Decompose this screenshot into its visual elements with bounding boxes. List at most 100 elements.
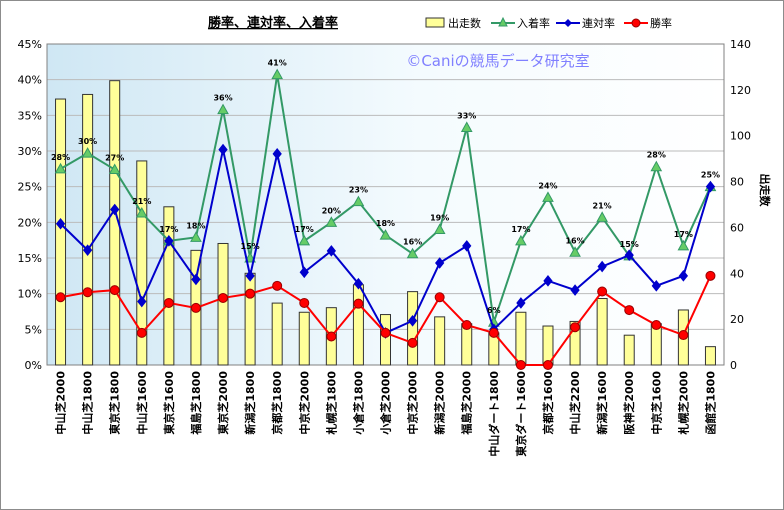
x-tick-label: 福島芝2000 xyxy=(460,371,474,436)
point-win xyxy=(705,270,716,281)
y-left-tick-label: 30% xyxy=(18,145,42,158)
point-win xyxy=(299,297,310,308)
y-left-tick-label: 15% xyxy=(18,252,42,265)
y-right-tick-label: 0 xyxy=(730,359,737,372)
bar-runs xyxy=(623,334,635,366)
point-quinella xyxy=(651,280,661,292)
legend-marker-place xyxy=(498,16,508,27)
y-right-tick-label: 140 xyxy=(730,38,751,51)
point-place xyxy=(54,162,67,174)
data-label-place: 27% xyxy=(105,154,124,163)
x-tick-label: 中山芝2000 xyxy=(54,371,68,435)
x-tick-label: 札幌芝2000 xyxy=(676,371,690,436)
point-quinella xyxy=(462,240,472,252)
x-tick-label: 中山芝2200 xyxy=(568,371,582,435)
x-tick-label: 中山芝1800 xyxy=(81,371,95,435)
data-label-place: 18% xyxy=(186,221,205,230)
data-label-place: 19% xyxy=(430,213,449,222)
point-win xyxy=(678,330,689,341)
data-label-place: 15% xyxy=(241,242,260,251)
bar-runs xyxy=(704,346,716,366)
point-quinella xyxy=(299,266,309,279)
point-win xyxy=(190,302,201,313)
bar-runs xyxy=(434,316,446,366)
y-left-tick-label: 5% xyxy=(25,323,42,336)
point-quinella xyxy=(570,284,580,296)
bar-runs xyxy=(163,206,175,366)
data-label-place: 25% xyxy=(701,171,720,180)
data-label-place: 41% xyxy=(268,59,287,68)
bar-runs xyxy=(352,284,364,366)
point-quinella xyxy=(435,257,445,269)
x-tick-label: 中京芝1600 xyxy=(649,371,663,435)
x-tick-label: 京都芝1600 xyxy=(541,371,555,435)
point-quinella xyxy=(326,245,336,257)
y-left-tick-label: 10% xyxy=(18,288,42,301)
point-place xyxy=(460,121,473,132)
y-left-tick-label: 25% xyxy=(18,181,42,194)
point-quinella xyxy=(137,295,147,308)
bar-runs xyxy=(244,272,256,366)
point-quinella xyxy=(272,148,282,160)
bar-runs xyxy=(407,291,419,366)
point-win xyxy=(597,286,608,297)
point-win xyxy=(515,360,526,370)
point-win xyxy=(82,287,93,298)
point-place xyxy=(379,229,392,240)
line-place xyxy=(60,74,712,323)
data-label-place: 17% xyxy=(674,230,693,239)
data-label-place: 17% xyxy=(295,225,314,234)
bar-runs xyxy=(109,80,121,366)
bar-runs xyxy=(515,311,527,366)
y-left-tick-label: 35% xyxy=(18,109,42,122)
point-win xyxy=(461,320,472,331)
data-label-place: 28% xyxy=(51,153,70,162)
legend-label-quinella: 連対率 xyxy=(582,16,615,30)
data-label-place: 20% xyxy=(322,206,341,215)
y-right-tick-label: 100 xyxy=(730,130,751,143)
point-quinella xyxy=(407,314,418,327)
x-tick-label: 阪神芝2000 xyxy=(622,371,636,435)
watermark: ©Caniの競馬データ研究室 xyxy=(406,52,589,70)
y-right-tick-label: 60 xyxy=(730,221,744,234)
x-tick-label: 中山ダート1800 xyxy=(487,371,501,457)
x-tick-label: 小倉芝1800 xyxy=(351,371,365,436)
x-tick-label: 新潟芝2000 xyxy=(433,371,447,435)
point-win xyxy=(109,285,120,296)
point-place xyxy=(569,246,581,257)
legend-swatch-runs xyxy=(425,17,445,28)
point-place xyxy=(650,160,663,172)
x-tick-label: 小倉芝2000 xyxy=(379,371,393,436)
point-place xyxy=(542,191,554,202)
point-place xyxy=(406,247,419,259)
y-right-tick-label: 40 xyxy=(730,267,744,280)
legend-marker-win xyxy=(631,18,641,28)
point-place xyxy=(190,231,202,242)
point-win xyxy=(218,292,229,303)
point-quinella xyxy=(705,180,716,193)
data-label-place: 23% xyxy=(349,186,368,195)
point-quinella xyxy=(82,244,93,256)
point-win xyxy=(163,297,174,308)
y-right-tick-label: 120 xyxy=(730,84,751,97)
point-quinella xyxy=(191,273,201,286)
bar-runs xyxy=(298,311,310,366)
point-place xyxy=(677,239,690,251)
bar-runs xyxy=(596,298,608,366)
point-win xyxy=(651,320,662,331)
data-label-place: 30% xyxy=(78,137,97,146)
x-tick-label: 福島芝1800 xyxy=(189,371,203,436)
line-quinella xyxy=(59,149,712,335)
bar-runs xyxy=(271,302,283,366)
point-place xyxy=(271,68,284,80)
point-win xyxy=(353,298,364,309)
data-label-place: 15% xyxy=(620,240,639,249)
x-tick-label: 札幌芝1800 xyxy=(324,371,338,436)
point-quinella xyxy=(516,297,526,309)
point-win xyxy=(55,292,66,303)
point-win xyxy=(326,331,337,342)
legend-label-place: 入着率 xyxy=(517,16,550,30)
point-place xyxy=(433,223,446,234)
legend-label-runs: 出走数 xyxy=(448,16,481,30)
y-right-axis-title: 出走数 xyxy=(758,174,772,208)
